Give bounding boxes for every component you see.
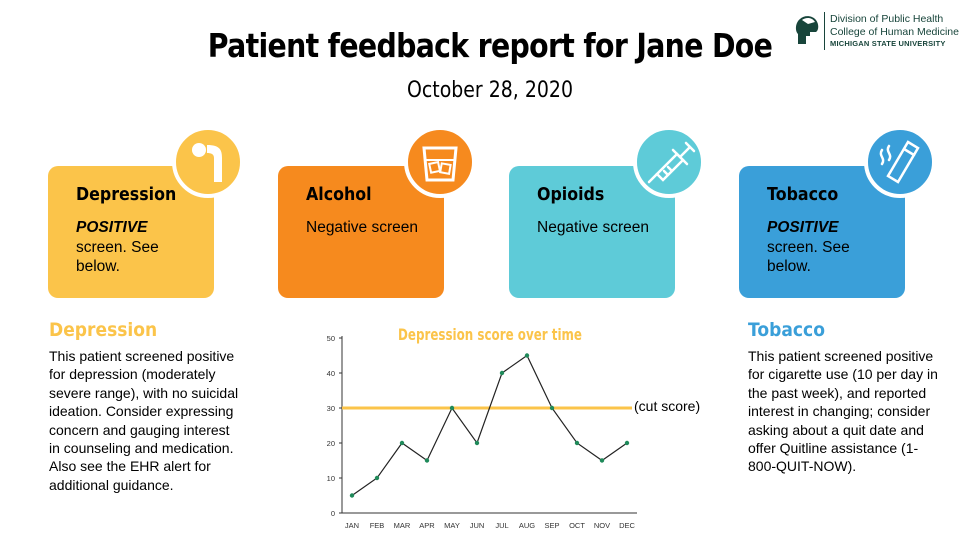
tobacco-description: This patient screened positive for cigar… xyxy=(748,348,938,475)
spartan-helmet-icon xyxy=(795,16,819,44)
x-tick-label: MAY xyxy=(444,521,460,530)
data-point xyxy=(549,405,555,411)
data-point xyxy=(374,475,380,481)
depression-description: This patient screened positive for depre… xyxy=(49,348,239,493)
result-text: Negative screen xyxy=(306,219,419,236)
data-point xyxy=(624,440,630,446)
chart-title: Depression score over time xyxy=(398,325,582,344)
card-result: Negative screen xyxy=(537,218,657,238)
x-tick-label: APR xyxy=(419,521,435,530)
msu-logo: Division of Public Health College of Hum… xyxy=(794,10,976,52)
syringe-icon xyxy=(647,141,696,184)
cut-score-label: (cut score) xyxy=(634,398,700,414)
x-tick-label: JAN xyxy=(345,521,359,530)
y-tick-label: 20 xyxy=(327,439,335,448)
logo-divider xyxy=(824,12,825,50)
depression-heading: Depression xyxy=(49,319,158,341)
x-tick-label: FEB xyxy=(370,521,385,530)
depression-score-line xyxy=(351,354,628,496)
card-title: Opioids xyxy=(537,184,605,205)
x-tick-label: MAR xyxy=(394,521,411,530)
result-emphasis: POSITIVE xyxy=(76,219,148,236)
y-tick-label: 50 xyxy=(327,334,335,343)
whiskey-glass-icon xyxy=(422,146,458,182)
card-result: POSITIVE screen. See below. xyxy=(76,218,196,277)
x-tick-label: NOV xyxy=(594,521,610,530)
result-text: Negative screen xyxy=(537,219,650,236)
data-point xyxy=(574,440,580,446)
y-tick-label: 30 xyxy=(327,404,335,413)
data-point xyxy=(599,458,605,463)
x-tick-label: JUL xyxy=(495,521,508,530)
tobacco-heading: Tobacco xyxy=(748,319,825,341)
data-point xyxy=(524,353,530,358)
report-date: October 28, 2020 xyxy=(406,78,573,103)
x-tick-label: AUG xyxy=(519,521,535,530)
cigarette-icon xyxy=(879,140,920,184)
y-tick-label: 40 xyxy=(327,369,335,378)
y-tick-label: 0 xyxy=(331,509,335,518)
depression-icon-badge xyxy=(172,126,244,198)
y-tick-label: 10 xyxy=(327,474,335,483)
logo-line-1: Division of Public Health xyxy=(830,13,944,25)
card-result: Negative screen xyxy=(306,218,426,238)
x-tick-label: SEP xyxy=(544,521,559,530)
result-text: screen. See below. xyxy=(76,238,159,276)
opioids-icon-badge xyxy=(633,126,705,198)
logo-line-3: MICHIGAN STATE UNIVERSITY xyxy=(830,39,946,48)
result-text: screen. See below. xyxy=(767,238,850,276)
logo-line-2: College of Human Medicine xyxy=(830,26,959,38)
depressed-person-icon xyxy=(192,143,222,182)
data-point xyxy=(399,440,405,446)
page-title: Patient feedback report for Jane Doe xyxy=(207,26,773,65)
result-emphasis: POSITIVE xyxy=(767,219,839,236)
card-title: Tobacco xyxy=(767,184,839,205)
x-tick-label: JUN xyxy=(470,521,485,530)
data-point xyxy=(499,370,505,376)
card-result: POSITIVE screen. See below. xyxy=(767,218,887,277)
x-tick-label: OCT xyxy=(569,521,585,530)
depression-score-chart: 0 10 20 30 40 50 JAN FEB MAR APR MAY JUN JUL AUG SEP OC… xyxy=(327,325,700,530)
data-point xyxy=(424,458,430,463)
data-point xyxy=(449,405,455,411)
alcohol-icon-badge xyxy=(404,126,476,198)
card-title: Alcohol xyxy=(306,184,372,205)
data-point xyxy=(349,493,355,498)
card-title: Depression xyxy=(76,184,177,205)
tobacco-icon-badge xyxy=(864,126,936,198)
card-opioids: Opioids Negative screen xyxy=(509,166,675,298)
x-tick-label: DEC xyxy=(619,521,635,530)
data-point xyxy=(474,440,480,446)
